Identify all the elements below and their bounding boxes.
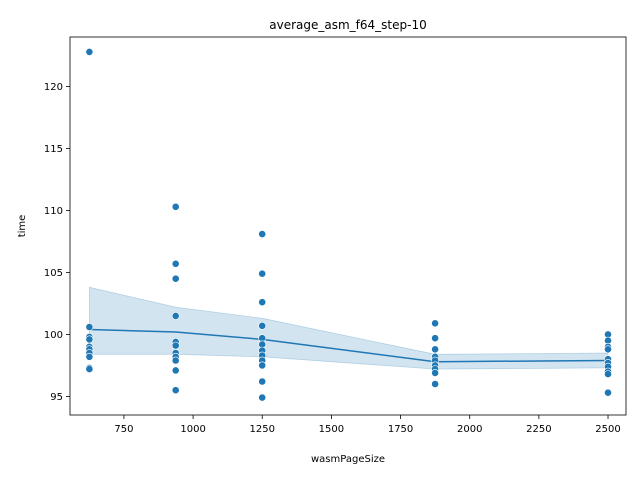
data-point <box>431 345 439 354</box>
data-point <box>431 319 439 328</box>
data-point <box>258 269 267 278</box>
data-point <box>258 230 267 238</box>
data-point <box>85 48 94 56</box>
x-tick-label: 750 <box>114 424 133 435</box>
data-point <box>171 386 180 395</box>
data-point <box>85 365 94 373</box>
data-point <box>85 335 94 344</box>
y-axis-label: time <box>17 215 28 238</box>
data-point <box>171 341 180 350</box>
x-axis-label: wasmPageSize <box>311 454 385 465</box>
data-point <box>171 202 180 211</box>
data-point <box>258 361 267 370</box>
y-axis-ticks: 95 100 105 110 115 120 <box>44 82 70 403</box>
y-tick-label: 100 <box>44 330 63 341</box>
data-point <box>604 388 612 397</box>
data-point <box>258 377 267 386</box>
data-point <box>258 321 267 330</box>
data-point <box>431 334 439 343</box>
x-axis-ticks: 750 1000 1250 1500 1750 2000 2250 2500 <box>114 415 621 435</box>
y-tick-label: 95 <box>50 392 63 403</box>
data-point <box>431 380 439 388</box>
data-point <box>171 274 180 283</box>
scatter-points <box>85 48 612 402</box>
x-tick-label: 1500 <box>319 424 344 435</box>
y-tick-label: 105 <box>44 268 63 279</box>
data-point <box>85 352 94 361</box>
x-tick-label: 2250 <box>526 424 551 435</box>
x-tick-label: 1750 <box>388 424 413 435</box>
data-point <box>258 393 267 402</box>
x-tick-label: 1000 <box>180 424 205 435</box>
y-tick-label: 110 <box>44 206 63 217</box>
data-point <box>171 366 180 375</box>
data-point <box>171 356 180 365</box>
axes-frame <box>69 36 627 416</box>
data-point <box>431 368 439 377</box>
chart-title: average_asm_f64_step-10 <box>269 18 426 32</box>
y-tick-label: 115 <box>44 144 63 155</box>
data-point <box>604 370 612 378</box>
data-point <box>171 259 180 268</box>
data-point <box>171 311 180 320</box>
x-tick-label: 1250 <box>250 424 275 435</box>
x-tick-label: 2000 <box>457 424 482 435</box>
data-point <box>258 298 267 307</box>
plot-area <box>85 48 612 402</box>
y-tick-label: 120 <box>44 82 63 93</box>
data-point <box>85 323 94 331</box>
data-point <box>604 345 612 354</box>
x-tick-label: 2500 <box>595 424 620 435</box>
